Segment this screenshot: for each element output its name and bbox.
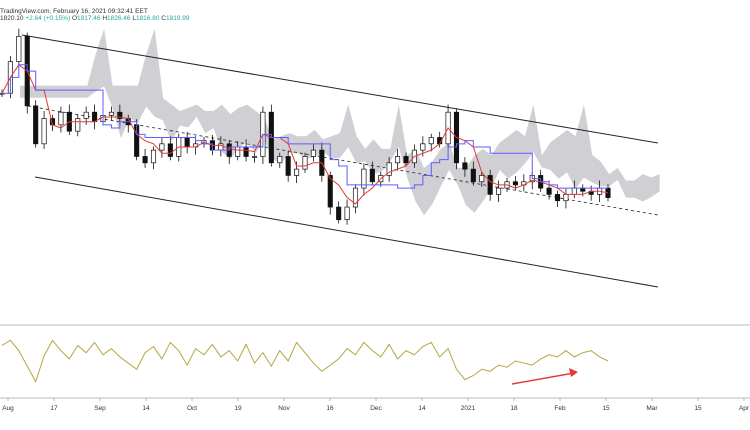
candle-body: [294, 168, 300, 176]
base-line: [2, 64, 608, 189]
candle-body: [336, 206, 342, 221]
candle-body: [310, 149, 316, 157]
close-label: C: [161, 15, 166, 22]
candle-body: [159, 143, 165, 151]
time-tick-label: 16: [326, 405, 334, 412]
candle-body: [243, 146, 249, 157]
time-tick-label: Aug: [2, 405, 14, 412]
candle-body: [344, 206, 350, 221]
candle-body: [167, 143, 173, 157]
time-tick-label: Feb: [554, 405, 566, 412]
candle-body: [184, 137, 190, 148]
candle-body: [479, 175, 485, 183]
candle-body: [327, 175, 333, 208]
time-tick-label: Apr: [739, 405, 750, 412]
candle-body: [352, 187, 359, 208]
candle-body: [41, 118, 47, 145]
oscillator-pane: [1, 339, 609, 385]
time-tick-label: Sep: [94, 405, 106, 412]
candle-body: [16, 35, 22, 62]
candle-body: [546, 187, 552, 195]
candle-body: [361, 168, 367, 189]
channel-lower-line: [34, 176, 659, 288]
timestamp-label: February 16, 2021 09:32:41 EET: [53, 8, 148, 15]
candle-body: [117, 111, 123, 119]
cloud-area: [20, 28, 660, 216]
time-tick-label: 18: [510, 405, 518, 412]
candle-body: [386, 162, 392, 176]
time-tick-label: 2021: [461, 405, 476, 412]
candle-body: [554, 194, 561, 202]
time-tick-label: Dec: [370, 405, 382, 412]
high-label: H: [102, 15, 108, 22]
candle-body: [108, 111, 114, 116]
time-tick-label: Nov: [278, 405, 290, 412]
candle-body: [487, 175, 493, 195]
open-value: 1817.46: [77, 15, 101, 22]
candle-body: [470, 168, 476, 183]
candle-body: [395, 156, 401, 164]
time-tick-label: Oct: [187, 405, 197, 412]
low-value: 1816.80: [135, 15, 160, 22]
trend-arrow-head: [569, 368, 578, 377]
chart-header: TradingView.com, February 16, 2021 09:32…: [0, 8, 190, 22]
time-tick-label: Mar: [646, 405, 658, 412]
candle-body: [428, 137, 434, 145]
candle-body: [571, 187, 577, 195]
time-axis: Aug 17 Sep 14 Oct 19 Nov 16 Dec 14 2021 18 Feb 15 Mar 1…: [2, 398, 750, 412]
time-tick-label: 14: [418, 405, 426, 412]
candlesticks: [0, 28, 611, 225]
candle-body: [403, 156, 409, 164]
candle-body: [563, 194, 569, 202]
high-value: 1826.46: [107, 15, 131, 22]
candle-body: [420, 143, 426, 151]
last-price: 1820.10: [0, 15, 24, 22]
oscillator-line: [1, 339, 609, 383]
descending-channel: [21, 34, 659, 288]
candle-body: [235, 146, 241, 157]
time-tick-label: 19: [234, 405, 242, 412]
open-label: O: [71, 15, 77, 22]
candle-body: [142, 156, 148, 164]
trend-arrow-shaft: [511, 372, 575, 385]
close-value: 1819.99: [165, 15, 190, 22]
ichimoku-cloud: [20, 28, 660, 216]
candle-body: [512, 181, 518, 186]
channel-upper-line: [21, 34, 659, 144]
source-label: TradingView.com: [0, 8, 50, 15]
candle-body: [83, 111, 89, 119]
time-tick-label: 17: [50, 405, 58, 412]
candle-body: [33, 105, 39, 145]
candle-body: [369, 168, 375, 183]
candle-body: [75, 118, 81, 132]
channel-mid-line: [27, 105, 659, 216]
candle-body: [302, 156, 308, 170]
candle-body: [496, 187, 502, 195]
candle-body: [277, 156, 283, 164]
price-change: +2.64 (+0.15%): [25, 15, 71, 22]
low-label: L: [132, 15, 136, 22]
candle-body: [462, 162, 468, 170]
indicator-lines: [1, 64, 609, 205]
candle-body: [58, 111, 64, 126]
candle-body: [285, 156, 291, 176]
candle-body: [150, 149, 157, 164]
candle-body: [218, 143, 224, 151]
time-tick-label: 15: [602, 405, 610, 412]
candle-body: [251, 156, 258, 158]
time-tick-label: 14: [142, 405, 150, 412]
time-tick-label: 15: [694, 405, 702, 412]
